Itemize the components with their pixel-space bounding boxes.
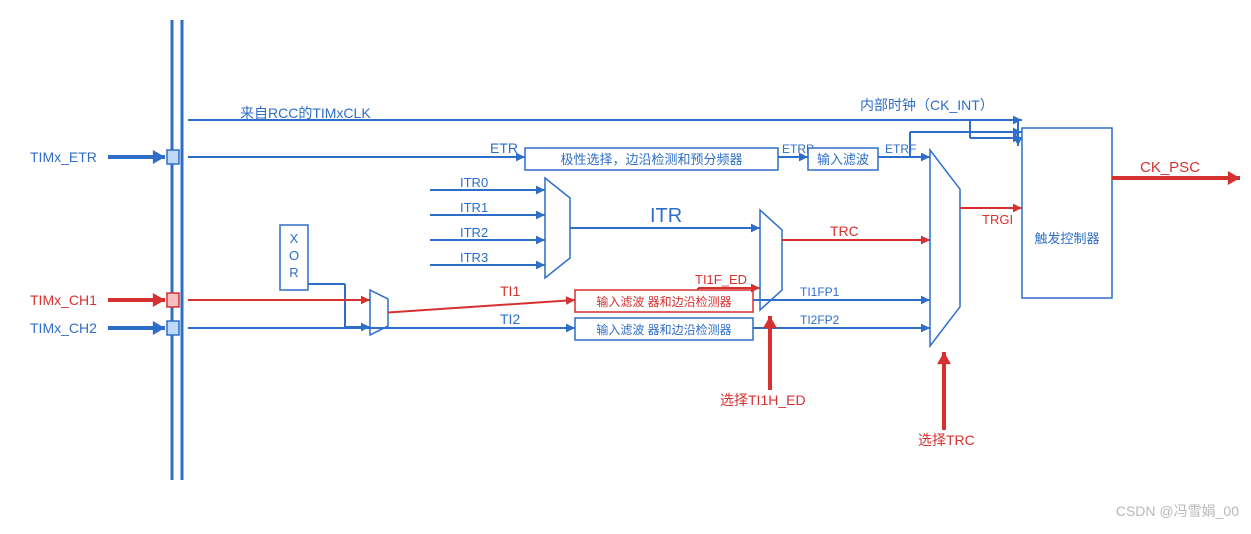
svg-text:CK_PSC: CK_PSC [1140,159,1200,176]
svg-text:R: R [289,265,298,280]
svg-text:TIMx_ETR: TIMx_ETR [30,149,97,165]
svg-text:内部时钟（CK_INT）: 内部时钟（CK_INT） [860,97,994,113]
svg-text:TI1: TI1 [500,283,520,299]
svg-text:TI2: TI2 [500,311,520,327]
svg-text:ITR2: ITR2 [460,225,488,240]
svg-text:TIMx_CH2: TIMx_CH2 [30,320,97,336]
svg-text:TI2FP2: TI2FP2 [800,313,840,327]
svg-text:TRGI: TRGI [982,212,1013,227]
svg-text:TI1F_ED: TI1F_ED [695,272,747,287]
diagram-canvas: TIMx_ETR TIMx_CH1 TIMx_CH2 来自RCC的TIMxCLK 内部时… [0,0,1251,529]
svg-text:ITR3: ITR3 [460,250,488,265]
svg-text:TRC: TRC [830,223,859,239]
svg-text:触发控制器: 触发控制器 [1034,231,1099,246]
svg-text:极性选择，边沿检测和预分频器: 极性选择，边沿检测和预分频器 [560,152,742,167]
svg-text:O: O [289,248,299,263]
svg-text:选择TI1H_ED: 选择TI1H_ED [720,392,806,408]
svg-text:TIMx_CH1: TIMx_CH1 [30,292,97,308]
diagram-svg: TIMx_ETR TIMx_CH1 TIMx_CH2 来自RCC的TIMxCLK 内部时… [0,0,1251,529]
svg-text:来自RCC的TIMxCLK: 来自RCC的TIMxCLK [240,105,371,121]
svg-text:输入滤波: 输入滤波 [817,152,869,167]
svg-text:ITR0: ITR0 [460,175,488,190]
svg-text:ETRF: ETRF [885,142,916,156]
svg-text:X: X [290,231,299,246]
svg-text:输入滤波 器和边沿检测器: 输入滤波 器和边沿检测器 [596,294,731,309]
svg-text:输入滤波 器和边沿检测器: 输入滤波 器和边沿检测器 [596,322,731,337]
watermark: CSDN @冯雪娟_00 [1116,501,1239,521]
svg-text:ITR: ITR [650,205,682,227]
svg-text:ITR1: ITR1 [460,200,488,215]
svg-text:ETR: ETR [490,140,518,156]
svg-text:选择TRC: 选择TRC [918,432,975,448]
svg-text:TI1FP1: TI1FP1 [800,285,840,299]
